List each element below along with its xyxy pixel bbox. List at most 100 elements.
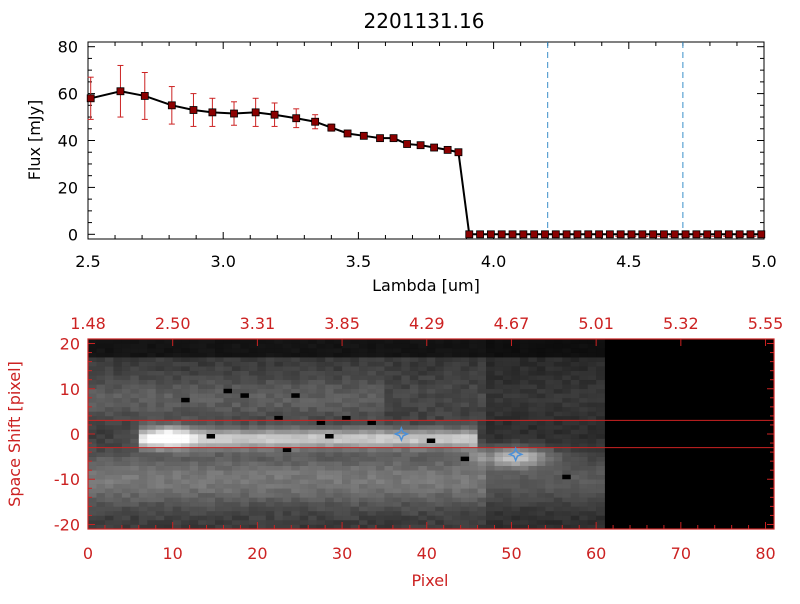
image-pixel xyxy=(121,519,131,525)
image-pixel xyxy=(494,339,504,344)
image-pixel xyxy=(155,434,165,439)
image-pixel xyxy=(104,443,114,448)
image-pixel xyxy=(477,470,487,476)
image-pixel xyxy=(443,420,453,426)
image-pixel xyxy=(367,474,377,480)
image-pixel xyxy=(587,452,597,457)
image-pixel xyxy=(181,524,190,530)
image-pixel xyxy=(519,443,529,448)
image-pixel xyxy=(223,366,233,371)
image-pixel xyxy=(477,388,487,394)
image-pixel xyxy=(88,384,97,390)
image-pixel xyxy=(392,519,402,525)
image-pixel xyxy=(409,519,419,525)
image-pixel xyxy=(164,510,173,516)
image-pixel xyxy=(494,411,504,417)
image-pixel xyxy=(181,465,190,471)
image-pixel xyxy=(113,429,123,435)
image-pixel xyxy=(443,361,453,367)
image-pixel xyxy=(198,406,207,412)
image-pixel xyxy=(452,438,461,444)
image-pixel xyxy=(486,393,495,399)
image-pixel xyxy=(240,370,250,376)
image-pixel xyxy=(88,393,97,399)
image-pixel xyxy=(443,461,453,466)
image-pixel xyxy=(469,420,478,426)
image-pixel xyxy=(570,488,580,494)
image-pixel xyxy=(511,388,521,394)
image-pixel xyxy=(223,515,233,521)
image-pixel xyxy=(198,470,207,476)
data-point xyxy=(562,230,571,239)
image-pixel xyxy=(469,375,478,381)
image-pixel xyxy=(460,461,470,466)
image-pixel xyxy=(240,402,250,408)
image-pixel xyxy=(325,483,334,489)
image-pixel xyxy=(545,501,555,507)
image-pixel xyxy=(460,397,470,403)
image-pixel xyxy=(562,438,572,444)
image-pixel xyxy=(579,515,588,521)
image-pixel xyxy=(248,406,258,412)
image-pixel xyxy=(240,379,250,385)
image-pixel xyxy=(545,402,555,408)
image-pixel xyxy=(350,420,360,426)
image-pixel xyxy=(460,352,470,358)
image-pixel xyxy=(223,434,233,439)
image-pixel xyxy=(409,420,419,426)
image-pixel xyxy=(172,393,182,399)
image-pixel xyxy=(189,434,199,439)
image-pixel xyxy=(452,465,461,471)
image-pixel xyxy=(435,357,445,362)
image-pixel xyxy=(528,434,538,439)
image-pixel xyxy=(223,492,233,498)
image-pixel xyxy=(401,438,411,444)
image-pixel xyxy=(172,452,182,457)
image-pixel xyxy=(579,461,588,466)
image-pixel xyxy=(502,352,512,358)
image-pixel xyxy=(579,470,588,476)
image-pixel xyxy=(350,406,360,412)
image-pixel xyxy=(257,348,267,353)
image-pixel xyxy=(494,461,504,466)
image-pixel xyxy=(384,501,394,507)
image-pixel xyxy=(333,434,343,439)
image-pixel xyxy=(291,447,301,453)
image-pixel xyxy=(333,343,343,349)
image-pixel xyxy=(231,452,241,457)
image-pixel xyxy=(265,348,275,353)
image-pixel xyxy=(88,388,97,394)
image-pixel xyxy=(469,352,478,358)
image-pixel xyxy=(121,366,131,371)
image-pixel xyxy=(265,361,275,367)
image-pixel xyxy=(536,474,546,480)
image-pixel xyxy=(486,397,495,403)
image-pixel xyxy=(435,397,445,403)
image-pixel xyxy=(359,357,368,362)
image-pixel xyxy=(198,366,207,371)
image-pixel xyxy=(350,488,360,494)
image-pixel xyxy=(155,366,165,371)
image-pixel xyxy=(308,497,317,503)
image-pixel xyxy=(181,488,190,494)
image-pixel xyxy=(325,519,334,525)
image-pixel xyxy=(181,447,190,453)
image-pixel xyxy=(164,429,173,435)
image-pixel xyxy=(359,375,368,381)
image-pixel xyxy=(494,388,504,394)
image-pixel xyxy=(265,384,275,390)
image-pixel xyxy=(257,483,267,489)
image-pixel xyxy=(375,393,385,399)
image-pixel xyxy=(113,515,123,521)
image-pixel xyxy=(359,492,368,498)
image-pixel xyxy=(553,465,563,471)
image-pixel xyxy=(130,465,140,471)
image-pixel xyxy=(333,497,343,503)
image-pixel xyxy=(596,447,605,453)
image-pixel xyxy=(367,443,377,448)
image-pixel xyxy=(384,506,394,512)
image-pixel xyxy=(570,339,580,344)
image-pixel xyxy=(248,352,258,358)
image-pixel xyxy=(291,515,301,521)
image-pixel xyxy=(375,456,385,462)
